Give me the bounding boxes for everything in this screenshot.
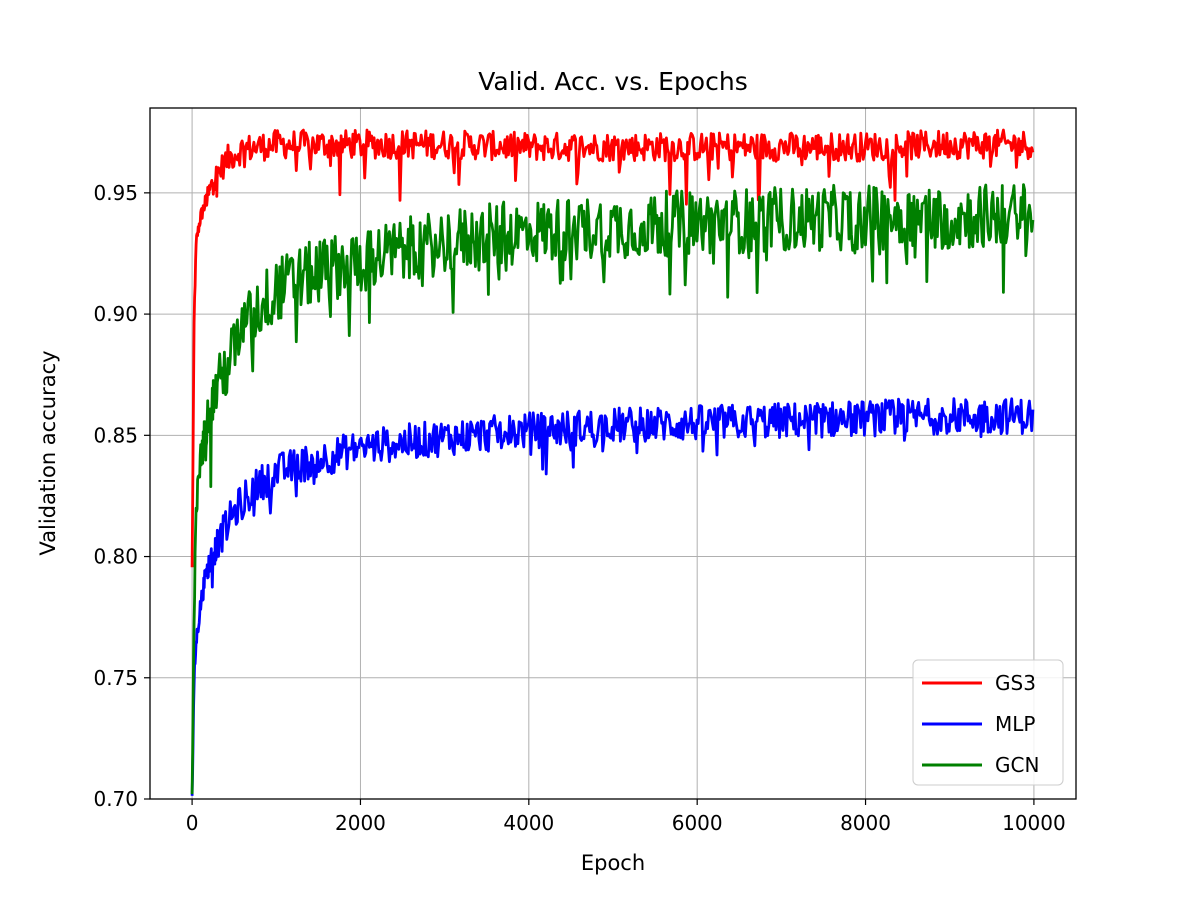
series-line-gcn [190, 183, 1035, 795]
y-tick-label: 0.75 [93, 666, 138, 690]
series-lines [190, 128, 1035, 796]
y-axis-ticks: 0.70 0.75 0.80 0.85 0.90 0.95 [93, 181, 150, 811]
y-tick-label: 0.85 [93, 423, 138, 447]
y-axis-label: Validation accuracy [36, 350, 60, 555]
x-axis-ticks: 0 2000 4000 6000 8000 10000 [186, 799, 1066, 835]
series-line-mlp [190, 397, 1035, 796]
y-tick-label: 0.70 [93, 787, 138, 811]
legend-label-gcn: GCN [995, 753, 1039, 777]
x-tick-label: 8000 [840, 811, 891, 835]
legend-box [912, 659, 1064, 786]
y-tick-label: 0.90 [93, 302, 138, 326]
x-tick-label: 10000 [1002, 811, 1066, 835]
y-tick-label: 0.95 [93, 181, 138, 205]
x-tick-label: 0 [186, 811, 199, 835]
x-tick-label: 6000 [672, 811, 723, 835]
chart-title: Valid. Acc. vs. Epochs [478, 67, 747, 96]
legend-label-gs3: GS3 [995, 671, 1036, 695]
legend: GS3 MLP GCN [912, 659, 1064, 786]
x-axis-label: Epoch [581, 851, 645, 875]
y-tick-label: 0.80 [93, 545, 138, 569]
series-line-gs3 [190, 128, 1035, 568]
legend-label-mlp: MLP [995, 712, 1035, 736]
x-tick-label: 4000 [503, 811, 554, 835]
x-tick-label: 2000 [335, 811, 386, 835]
plot-frame [149, 107, 1077, 800]
